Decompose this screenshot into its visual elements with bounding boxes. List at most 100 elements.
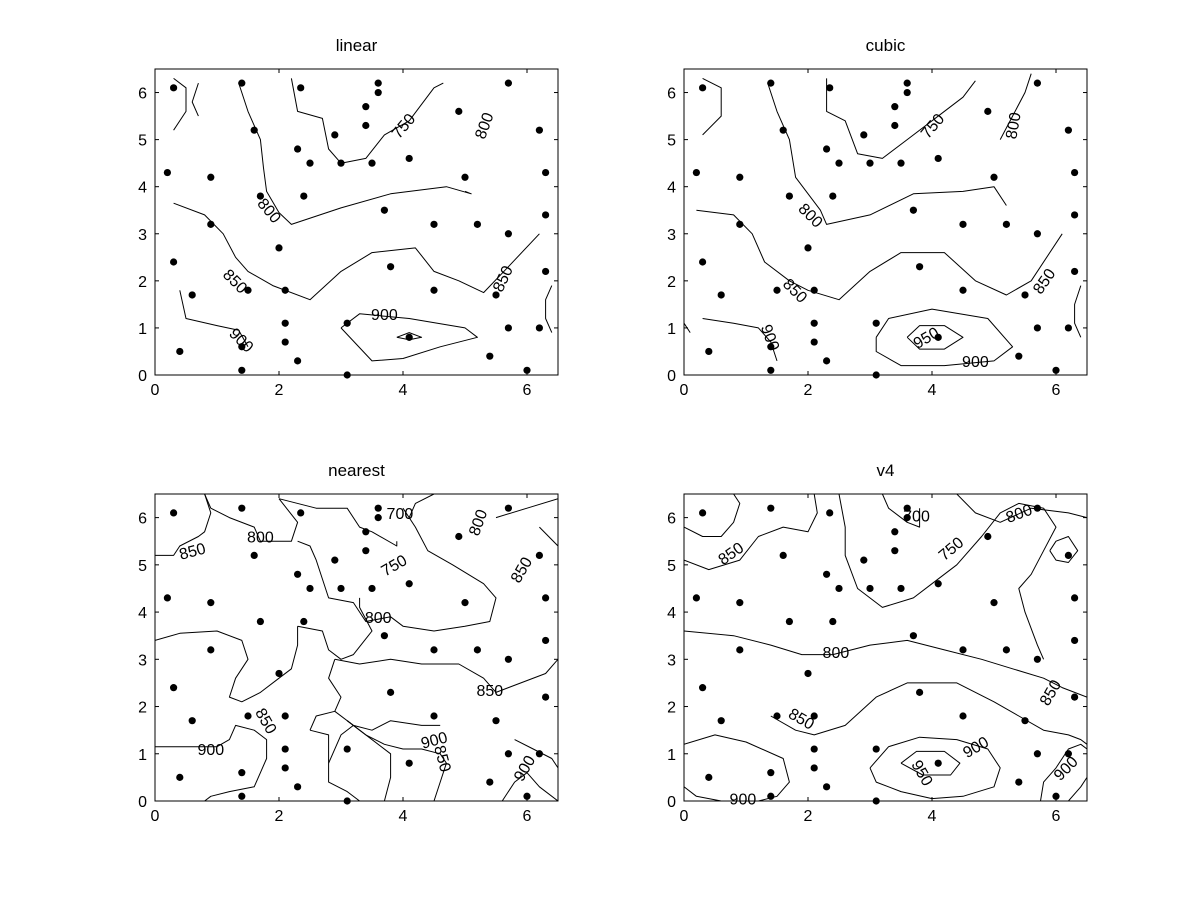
axes-frame [154,68,559,376]
data-point [909,206,918,214]
data-point [331,131,339,139]
data-point [535,126,544,134]
y-tick-label: 2 [667,700,676,717]
data-point [535,324,544,332]
data-point [990,173,998,181]
contour-line [1068,777,1087,801]
contour-label: 800 [365,610,392,627]
contour-label: 850 [177,540,207,563]
contour-line [1074,285,1082,338]
contour-line [334,658,558,693]
data-point [891,121,899,130]
contour-label: 900 [197,742,224,759]
data-point [891,547,899,555]
data-point [405,154,413,163]
y-tick-label: 2 [667,274,676,291]
data-point [984,107,992,115]
y-tick-label: 1 [667,747,676,764]
chart-title: nearest [328,461,385,480]
axes-frame [154,493,559,802]
data-point [860,556,868,564]
data-point [368,159,376,167]
y-tick-label: 4 [138,180,147,197]
data-point [773,712,781,720]
data-point [300,617,308,626]
data-point [1071,267,1079,276]
data-point [826,84,834,92]
data-point [294,357,302,365]
data-point [692,594,701,602]
data-point [380,632,388,640]
data-point [430,646,438,654]
contour-lines [173,78,553,362]
data-point [767,504,775,512]
data-point [523,792,531,800]
contour-line [191,82,199,117]
y-tick-label: 5 [138,133,147,150]
contour-line [173,202,540,301]
x-tick-label: 0 [151,808,160,825]
data-point [903,88,911,97]
data-point [238,769,246,777]
data-point [337,159,345,167]
x-tick-label: 4 [928,808,937,825]
data-point [170,84,178,92]
data-point [294,783,302,791]
data-point [767,343,775,351]
data-point [810,319,818,327]
y-tick-label: 1 [138,321,147,338]
y-tick-label: 4 [667,180,676,197]
data-point [405,333,413,341]
data-point [903,79,911,87]
data-point [897,159,905,167]
contour-line [875,308,1014,367]
data-point [238,366,246,374]
contour-line [881,494,921,528]
data-point [909,632,918,640]
data-point [1064,324,1072,332]
y-tick-label: 5 [138,558,147,575]
data-point [281,338,289,346]
data-point [337,584,345,593]
y-tick-label: 0 [667,368,676,385]
data-point [699,258,707,266]
contour-line [684,322,691,333]
contour-label: 900 [419,729,449,752]
data-point [331,556,339,564]
data-point [244,286,252,294]
data-point [934,580,942,588]
data-point [1064,750,1072,758]
data-point [250,551,258,560]
data-point [504,324,512,332]
data-point [542,693,550,701]
data-point [835,584,843,593]
data-point [1015,778,1023,786]
data-point [504,79,512,87]
x-tick-label: 2 [804,382,813,399]
data-point [959,220,967,228]
contour-line [869,736,1001,800]
y-tick-label: 2 [138,274,147,291]
axes-frame [683,493,1088,802]
contour-line [999,73,1032,140]
y-tick-label: 3 [138,652,147,669]
chart-title: v4 [877,461,895,480]
x-tick-label: 0 [680,808,689,825]
data-point [767,366,775,374]
data-point [773,286,781,294]
data-point [872,371,880,379]
panel-v4: v40 2 4 60123456850700750800800850850900900… [667,461,1088,825]
data-point [523,366,531,374]
data-point [163,594,171,602]
data-point [1002,646,1011,654]
data-point [1071,211,1079,219]
x-tick-label: 0 [680,382,689,399]
contour-line [297,507,497,632]
axes-frame [683,68,1088,376]
data-point [306,584,314,593]
data-point [387,263,395,271]
data-point [1033,504,1041,512]
y-tick-label: 1 [138,747,147,764]
data-point [207,646,215,654]
data-point [461,599,469,607]
